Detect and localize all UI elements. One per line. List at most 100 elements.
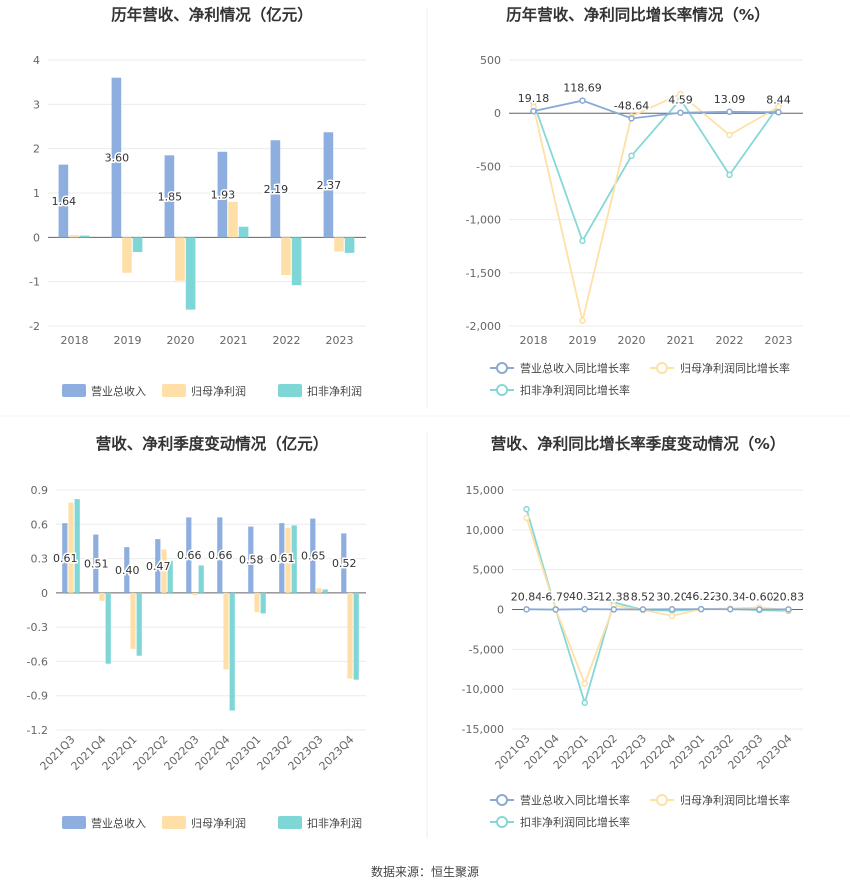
series-point (579, 97, 586, 104)
y-tick-label: -1 (29, 276, 40, 289)
data-label: 118.69 (563, 82, 602, 95)
bar-net-profit (334, 237, 344, 252)
data-label: 12.38 (598, 590, 630, 603)
data-label: 13.09 (714, 93, 746, 106)
series-point (552, 606, 559, 613)
data-label: 30.34 (715, 590, 747, 603)
y-tick-label: -0.9 (27, 690, 48, 703)
bar-net-profit (175, 237, 185, 281)
bar-deducted-profit (353, 592, 359, 680)
y-tick-label: 500 (480, 54, 501, 67)
x-tick-label: 2022 (716, 334, 744, 347)
series-point (628, 115, 635, 122)
series-point (726, 131, 733, 139)
legend-label: 归母净利润 (191, 384, 246, 398)
series-point (756, 606, 763, 613)
legend-swatch (278, 384, 302, 397)
y-tick-label: -5,000 (469, 643, 504, 656)
y-tick-label: 0 (497, 604, 504, 617)
data-label: 2.37 (317, 179, 342, 192)
y-tick-label: -2,000 (466, 320, 501, 333)
data-label: 0.58 (239, 554, 264, 567)
series-point (668, 612, 676, 620)
data-label: 8.44 (766, 93, 791, 106)
y-tick-label: 0 (33, 231, 40, 244)
bar-net-profit (254, 592, 260, 613)
y-tick-label: 5,000 (473, 564, 505, 577)
x-tick-label: 2019 (569, 334, 597, 347)
y-tick-label: 4 (33, 54, 40, 67)
bar-deducted-profit (322, 589, 328, 593)
data-label: 0.66 (177, 549, 202, 562)
legend-swatch-marker (496, 816, 508, 828)
bar-deducted-profit (291, 525, 297, 593)
data-label: 0.66 (208, 549, 233, 562)
bar-revenue (58, 164, 69, 238)
series-point (697, 605, 705, 613)
x-tick-label: 2023 (765, 334, 793, 347)
x-tick-label: 2020 (618, 334, 646, 347)
series-line-net-profit-growth (532, 92, 779, 321)
series-point (726, 171, 733, 179)
series-line-deducted-profit-growth (532, 97, 780, 244)
data-label: 0.61 (53, 552, 78, 565)
series-point (628, 152, 635, 160)
data-label: 19.18 (518, 92, 550, 105)
series-line-net-profit-growth (525, 517, 789, 687)
y-tick-label: -10,000 (462, 683, 504, 696)
bar-net-profit (99, 592, 105, 601)
y-tick-label: 0.6 (31, 518, 49, 531)
bar-deducted-profit (238, 226, 249, 238)
data-label: 20.83 (773, 590, 805, 603)
bar-net-profit (68, 502, 74, 593)
legend-label: 营业总收入 (91, 816, 146, 830)
bar-net-profit (228, 201, 238, 238)
legend-swatch-marker (496, 362, 508, 374)
x-tick-label: 2020 (167, 334, 195, 347)
series-point (677, 109, 684, 116)
data-label: 8.52 (631, 590, 656, 603)
bar-revenue (341, 533, 347, 593)
bar-deducted-profit (260, 592, 266, 614)
y-tick-label: -0.6 (27, 655, 48, 668)
bar-deducted-profit (105, 592, 111, 664)
bar-deducted-profit (136, 592, 142, 656)
bar-net-profit (161, 549, 167, 593)
y-tick-label: 2 (33, 143, 40, 156)
bar-net-profit (130, 592, 136, 649)
legend-swatch (62, 816, 86, 829)
y-tick-label: 0.3 (31, 553, 49, 566)
series-point (523, 505, 530, 513)
series-line-revenue-growth (533, 99, 779, 120)
data-label: 40.32 (569, 590, 601, 603)
bar-deducted-profit (79, 235, 90, 238)
data-label: 0.61 (270, 552, 295, 565)
legend-label: 扣非净利润 (307, 816, 362, 830)
data-label: 1.64 (52, 195, 77, 208)
data-label: 0.47 (146, 560, 171, 573)
legend-swatch-marker (656, 362, 668, 374)
bar-revenue (186, 517, 192, 593)
series-point (523, 514, 530, 522)
y-tick-label: 15,000 (466, 484, 505, 497)
chart-title: 历年营收、净利同比增长率情况（%） (506, 5, 770, 24)
legend-swatch (278, 816, 302, 829)
legend-label: 扣非净利润同比增长率 (520, 815, 630, 829)
data-label: 1.85 (158, 190, 183, 203)
y-tick-label: 3 (33, 98, 40, 111)
y-tick-label: -1,000 (466, 214, 501, 227)
x-tick-label: 2023Q4 (317, 733, 357, 773)
y-tick-label: 0.9 (31, 484, 49, 497)
y-tick-label: -1.2 (27, 724, 48, 737)
series-point (530, 107, 537, 115)
bar-revenue (217, 517, 223, 593)
series-point (579, 317, 586, 324)
data-label: 0.51 (84, 558, 109, 571)
data-label: 0.52 (332, 557, 357, 570)
series-point (610, 606, 618, 613)
legend-swatch (62, 384, 86, 397)
y-tick-label: -15,000 (462, 723, 504, 736)
data-label: -0.60 (745, 591, 773, 604)
